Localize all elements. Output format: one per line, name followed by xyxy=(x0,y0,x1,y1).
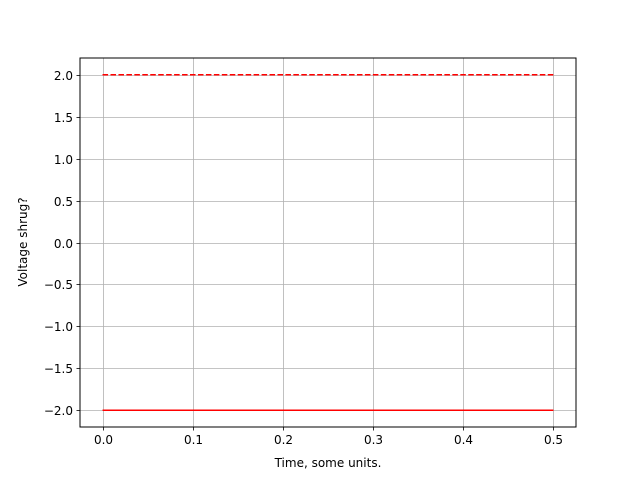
y-tick-label: −2.0 xyxy=(44,404,73,418)
x-tick-label: 0.3 xyxy=(364,433,383,447)
axes-frame xyxy=(79,57,577,428)
ticks: 0.0 0.1 0.2 0.3 0.4 0.5 −2.0 −1.5 −1.0 −0.5 0.0 0.5… xyxy=(44,69,563,447)
y-tick-label: 0.5 xyxy=(54,195,73,209)
x-tick-label: 0.0 xyxy=(94,433,113,447)
x-tick-label: 0.2 xyxy=(274,433,293,447)
x-tick-label: 0.4 xyxy=(454,433,473,447)
x-tick-label: 0.5 xyxy=(544,433,563,447)
x-axis-label: Time, some units. xyxy=(274,456,382,470)
y-tick-label: 0.0 xyxy=(54,237,73,251)
y-axis-label: Voltage shrug? xyxy=(16,197,30,286)
y-tick-label: −0.5 xyxy=(44,278,73,292)
y-tick-label: −1.5 xyxy=(44,362,73,376)
y-tick-label: 1.0 xyxy=(54,153,73,167)
y-tick-label: −1.0 xyxy=(44,320,73,334)
y-tick-label: 2.0 xyxy=(54,69,73,83)
series-lines xyxy=(102,74,554,411)
y-tick-label: 1.5 xyxy=(54,111,73,125)
grid xyxy=(80,58,576,427)
x-tick-label: 0.1 xyxy=(184,433,203,447)
